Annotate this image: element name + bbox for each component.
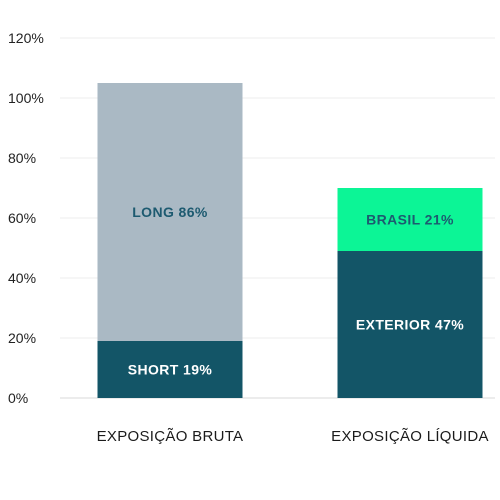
bar-segment: [97, 83, 243, 341]
bar-segment-label: EXTERIOR 47%: [356, 317, 464, 333]
y-tick-label: 20%: [8, 330, 36, 346]
y-tick-label: 0%: [8, 390, 28, 406]
y-tick-label: 40%: [8, 270, 36, 286]
y-tick-label: 100%: [8, 90, 44, 106]
x-axis-categories: EXPOSIÇÃO BRUTA EXPOSIÇÃO LÍQUIDA: [97, 428, 489, 445]
y-tick-label: 60%: [8, 210, 36, 226]
y-tick-label: 120%: [8, 30, 44, 46]
bars: SHORT 19% LONG 86% EXTERIOR 47% BRASIL 21%: [97, 83, 483, 398]
bar-segment-label: LONG 86%: [132, 204, 208, 220]
y-tick-label: 80%: [8, 150, 36, 166]
x-category-label: EXPOSIÇÃO LÍQUIDA: [331, 428, 489, 445]
y-axis-ticks: 0% 20% 40% 60% 80% 100% 120%: [8, 30, 44, 406]
x-category-label: EXPOSIÇÃO BRUTA: [97, 428, 244, 445]
bar-segment: [337, 251, 483, 398]
bar-segment-label: SHORT 19%: [128, 362, 213, 378]
bar-segment: [97, 341, 243, 398]
bar-segment: [337, 188, 483, 251]
bar-segment-label: BRASIL 21%: [366, 212, 454, 228]
